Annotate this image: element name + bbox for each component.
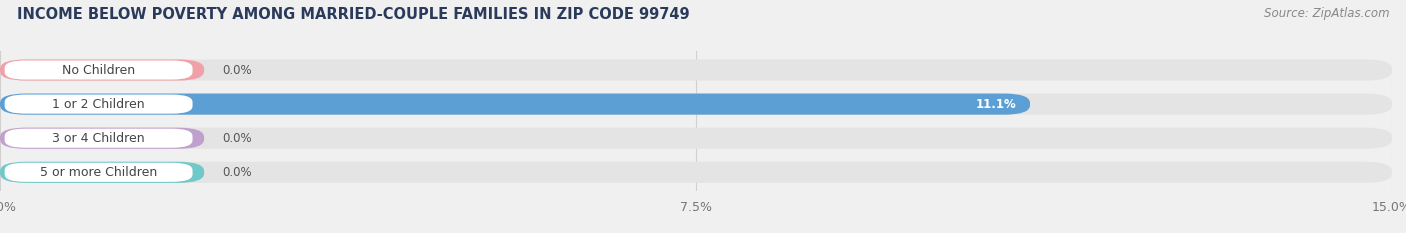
Text: 1 or 2 Children: 1 or 2 Children [52,98,145,111]
FancyBboxPatch shape [0,162,204,183]
Text: 3 or 4 Children: 3 or 4 Children [52,132,145,145]
Text: 11.1%: 11.1% [976,98,1017,111]
Text: Source: ZipAtlas.com: Source: ZipAtlas.com [1264,7,1389,20]
Text: 0.0%: 0.0% [222,64,252,76]
FancyBboxPatch shape [0,93,1031,115]
Text: No Children: No Children [62,64,135,76]
FancyBboxPatch shape [0,93,1392,115]
FancyBboxPatch shape [4,61,193,79]
FancyBboxPatch shape [4,129,193,148]
Text: 0.0%: 0.0% [222,166,252,179]
FancyBboxPatch shape [4,163,193,182]
FancyBboxPatch shape [0,59,1392,81]
FancyBboxPatch shape [0,162,1392,183]
FancyBboxPatch shape [0,128,1392,149]
FancyBboxPatch shape [4,95,193,114]
FancyBboxPatch shape [0,59,204,81]
Text: 5 or more Children: 5 or more Children [39,166,157,179]
Text: INCOME BELOW POVERTY AMONG MARRIED-COUPLE FAMILIES IN ZIP CODE 99749: INCOME BELOW POVERTY AMONG MARRIED-COUPL… [17,7,689,22]
FancyBboxPatch shape [0,128,204,149]
Text: 0.0%: 0.0% [222,132,252,145]
